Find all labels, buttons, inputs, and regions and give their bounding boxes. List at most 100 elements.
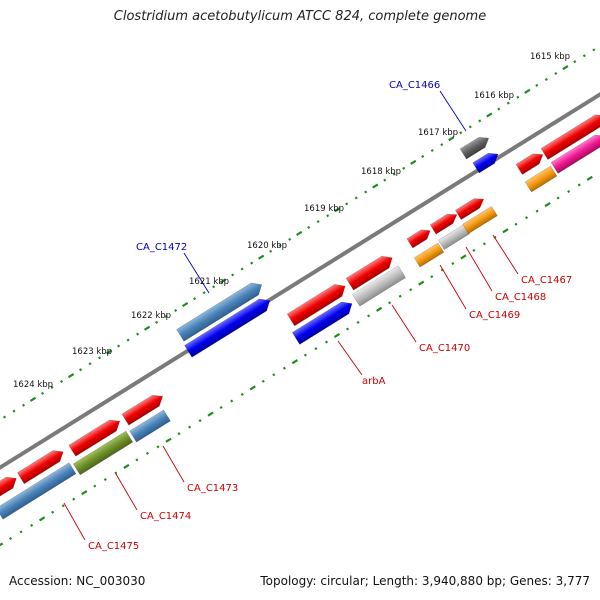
inner-tick (61, 504, 65, 508)
inner-tick (156, 445, 160, 449)
outer-tick (296, 230, 303, 236)
leader-line (391, 304, 417, 343)
inner-tick (556, 196, 560, 200)
scale-label: 1615 kbp (530, 52, 570, 62)
outer-tick (516, 95, 520, 99)
outer-tick (250, 261, 254, 265)
leader-line (439, 90, 467, 132)
inner-tick (261, 379, 265, 383)
leader-line (439, 264, 467, 310)
inner-tick (93, 484, 97, 488)
scale-label: 1624 kbp (13, 380, 53, 390)
inner-tick (198, 419, 202, 423)
outer-tick (288, 237, 292, 241)
inner-tick (375, 306, 383, 312)
outer-tick (383, 178, 387, 182)
outer-tick (554, 72, 558, 76)
inner-tick (460, 254, 467, 260)
leader-line (63, 502, 86, 541)
inner-tick (123, 463, 130, 469)
inner-tick (282, 366, 286, 370)
leader-line (465, 246, 493, 292)
inner-tick (409, 288, 413, 292)
outer-tick (316, 220, 320, 224)
outer-tick (468, 125, 472, 129)
gene-arrow (286, 284, 346, 327)
outer-tick (478, 119, 482, 123)
gene-label: CA_C1472 (136, 242, 187, 253)
inner-tick (19, 530, 23, 534)
gene-arrow (72, 430, 134, 476)
genome-summary-text: Topology: circular; Length: 3,940,880 bp… (260, 574, 590, 588)
outer-tick (164, 314, 168, 318)
gene-labels: CA_C1466 CA_C1467 CA_C1468 CA_C1469 CA_C1470… (88, 80, 572, 552)
gene-label: CA_C1466 (389, 80, 440, 91)
outer-tick (174, 308, 178, 312)
outer-tick (592, 48, 596, 52)
outer-tick (212, 285, 216, 289)
inner-tick (502, 228, 509, 234)
outer-tick (544, 77, 548, 81)
inner-tick (430, 275, 434, 279)
outer-tick (220, 278, 227, 284)
outer-tick (50, 385, 54, 389)
outer-tick (372, 183, 379, 189)
inner-tick (303, 353, 307, 357)
outer-tick (307, 226, 311, 230)
inner-tick (30, 523, 34, 527)
inner-tick (346, 327, 350, 331)
inner-tick (272, 373, 276, 377)
gene-label: CA_C1475 (88, 541, 139, 552)
outer-tick (258, 254, 265, 260)
inner-tick (544, 202, 551, 208)
inner-tick (324, 340, 328, 344)
inner-tick (291, 359, 298, 365)
map-title: Clostridium acetobutylicum ATCC 824, com… (113, 9, 487, 24)
outer-tick (402, 166, 406, 170)
gene-arrow (129, 409, 171, 443)
inner-tick (72, 497, 76, 501)
accession-text: Accession: NC_003030 (9, 574, 146, 588)
gene-label: CA_C1467 (521, 275, 572, 286)
gene-label: arbA (362, 376, 386, 387)
outer-tick (535, 83, 539, 87)
gene-arrow (176, 282, 263, 342)
inner-tick (451, 261, 455, 266)
outer-tick (582, 54, 586, 58)
genome-backbone (0, 92, 600, 470)
inner-tick (188, 425, 192, 429)
outer-tick (193, 297, 197, 301)
gene-features (0, 114, 600, 520)
outer-tick (98, 356, 102, 360)
inner-tick (103, 478, 107, 482)
inner-tick (145, 451, 149, 455)
inner-tick (240, 392, 244, 396)
outer-tick (440, 143, 444, 147)
outer-tick (448, 136, 455, 142)
outer-tick (326, 214, 330, 218)
leader-line (115, 473, 138, 511)
outer-tick (126, 338, 130, 342)
outer-tick (117, 344, 121, 348)
outer-tick (354, 196, 358, 200)
inner-tick (219, 406, 223, 410)
outer-tick (421, 154, 425, 158)
gene-label: CA_C1470 (419, 343, 470, 354)
inner-tick (314, 347, 318, 351)
outer-tick (155, 320, 159, 324)
scale-label: 1619 kbp (304, 204, 344, 214)
outer-tick (269, 249, 273, 253)
leader-line (492, 234, 519, 275)
outer-tick (136, 332, 140, 336)
inner-tick (38, 516, 46, 522)
gene-label: CA_C1473 (187, 483, 238, 494)
outer-tick (60, 380, 64, 384)
outer-tick (240, 267, 244, 271)
leader-line (162, 445, 185, 483)
gene-arrow (429, 213, 458, 235)
gene-arrow (540, 114, 600, 160)
inner-tick (356, 320, 360, 324)
outer-tick (12, 409, 16, 413)
